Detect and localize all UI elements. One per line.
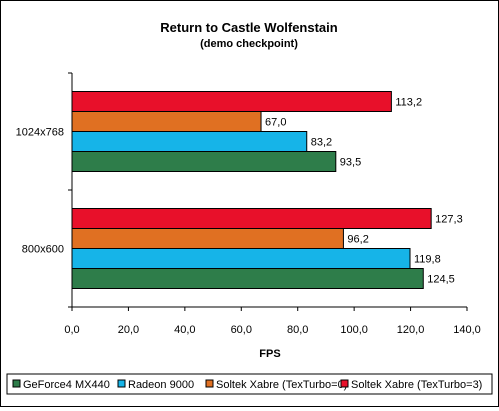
- bar: [71, 131, 308, 152]
- data-label: 124,5: [427, 274, 455, 286]
- data-label: 96,2: [347, 234, 368, 246]
- bar: [71, 208, 432, 229]
- chart-subtitle: (demo checkpoint): [200, 38, 298, 50]
- data-label: 93,5: [340, 157, 361, 169]
- x-tick-label: 120,0: [397, 324, 425, 336]
- data-label: 127,3: [435, 214, 463, 226]
- plot-area: 0,0 20,0 40,0 60,0 80,0 100,0 120,0 140,0 1024x7…: [16, 72, 481, 336]
- x-axis-label: FPS: [259, 348, 280, 360]
- bar: [71, 268, 424, 289]
- legend-swatch: [117, 379, 126, 388]
- legend-swatch: [205, 379, 214, 388]
- chart-title: Return to Castle Wolfenstain: [160, 20, 338, 35]
- data-label: 83,2: [311, 137, 332, 149]
- y-category-label: 1024x768: [16, 127, 64, 139]
- bar: [71, 91, 392, 112]
- x-tick-label: 0,0: [64, 324, 79, 336]
- x-tick-label: 100,0: [340, 324, 368, 336]
- legend-label: Radeon 9000: [128, 379, 194, 391]
- x-tick-label: 80,0: [287, 324, 308, 336]
- y-category-label: 800x600: [22, 244, 64, 256]
- legend-swatch: [340, 379, 349, 388]
- legend: GeForce4 MX440 Radeon 9000 Soltek Xabre (T…: [6, 373, 493, 395]
- x-tick-label: 20,0: [118, 324, 139, 336]
- data-label: 113,2: [395, 97, 422, 109]
- legend-swatch: [12, 379, 21, 388]
- legend-box: [6, 373, 493, 395]
- data-label: 67,0: [265, 117, 286, 129]
- x-tick-label: 60,0: [231, 324, 252, 336]
- bar: [71, 248, 411, 269]
- bar: [71, 228, 344, 249]
- legend-label: Soltek Xabre (TexTurbo=0): [216, 379, 347, 391]
- bar: [71, 111, 262, 132]
- x-tick-label: 140,0: [453, 324, 481, 336]
- data-label: 119,8: [414, 254, 441, 266]
- bar: [71, 151, 337, 172]
- legend-label: Soltek Xabre (TexTurbo=3): [351, 379, 482, 391]
- x-tick-label: 40,0: [174, 324, 195, 336]
- legend-label: GeForce4 MX440: [23, 379, 110, 391]
